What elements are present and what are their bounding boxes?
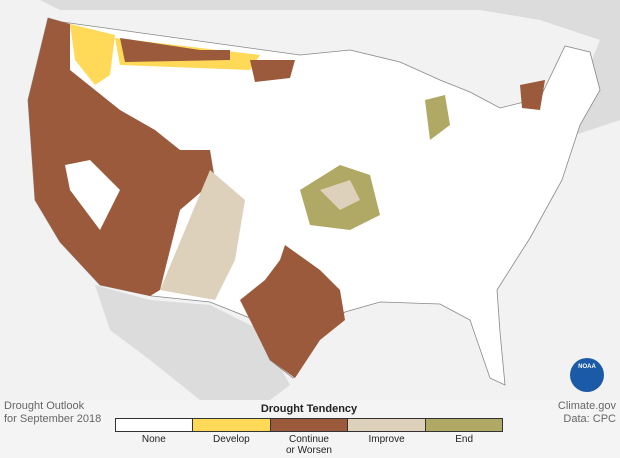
dakota-drought bbox=[250, 60, 295, 82]
improve-four-corners bbox=[160, 170, 245, 300]
northeast-drought bbox=[520, 80, 545, 110]
legend-labels: None Develop Continue or Worsen Improve End bbox=[115, 434, 503, 456]
noaa-logo: NOAA bbox=[570, 358, 604, 392]
legend-label: Improve bbox=[368, 434, 405, 445]
source: Data: CPC bbox=[563, 413, 616, 425]
legend-bar bbox=[115, 418, 503, 432]
legend-swatch bbox=[424, 419, 503, 431]
legend-label: None bbox=[141, 434, 166, 445]
nevada-none bbox=[65, 160, 120, 230]
logo-circle bbox=[570, 358, 604, 392]
subtitle: for September 2018 bbox=[4, 413, 102, 425]
legend-title: Drought Tendency bbox=[260, 403, 358, 415]
end-michigan bbox=[425, 95, 450, 140]
legend-swatch bbox=[347, 419, 425, 431]
credit: Climate.gov bbox=[557, 400, 616, 412]
west-drought bbox=[28, 18, 215, 296]
canada bbox=[40, 0, 620, 140]
legend-swatch bbox=[116, 419, 193, 431]
montana-drought bbox=[120, 38, 230, 62]
legend-swatch bbox=[269, 419, 348, 431]
develop-northwest bbox=[70, 24, 115, 85]
legend-label: Develop bbox=[213, 434, 250, 445]
texas-drought bbox=[240, 245, 345, 378]
improve-missouri bbox=[320, 180, 360, 210]
legend-swatch bbox=[192, 419, 270, 431]
logo-text: NOAA bbox=[578, 364, 596, 370]
legend-label: Continue or Worsen bbox=[286, 434, 332, 456]
mexico bbox=[95, 285, 290, 400]
legend-label: End bbox=[455, 434, 474, 445]
title: Drought Outlook bbox=[4, 400, 85, 412]
